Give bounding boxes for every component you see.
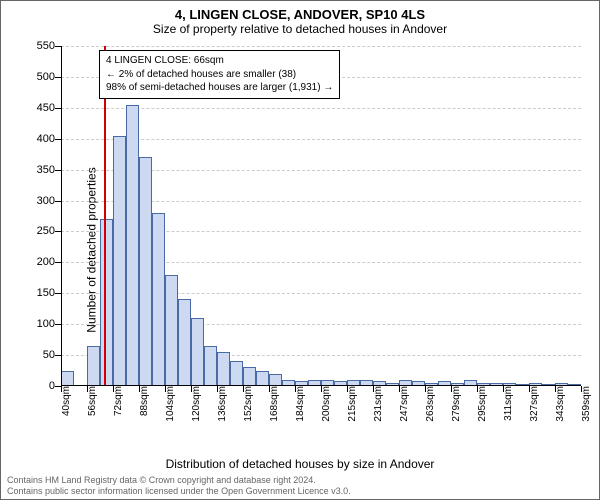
xtick-label: 72sqm	[113, 386, 124, 416]
xtick-label: 263sqm	[425, 386, 436, 422]
xtick-label: 215sqm	[347, 386, 358, 422]
ytick-label: 400	[37, 133, 61, 145]
chart-title: 4, LINGEN CLOSE, ANDOVER, SP10 4LS	[1, 1, 599, 22]
chart-container: 4, LINGEN CLOSE, ANDOVER, SP10 4LS Size …	[0, 0, 600, 500]
x-axis-label: Distribution of detached houses by size …	[1, 457, 599, 471]
xtick-label: 311sqm	[503, 386, 514, 421]
xtick-label: 168sqm	[269, 386, 280, 422]
xtick-label: 279sqm	[451, 386, 462, 422]
footer-line-1: Contains HM Land Registry data © Crown c…	[7, 475, 351, 486]
xtick-label: 56sqm	[87, 386, 98, 416]
xtick-label: 104sqm	[165, 386, 176, 422]
ytick-label: 250	[37, 225, 61, 237]
ytick-label: 150	[37, 287, 61, 299]
annotation-line-1: 4 LINGEN CLOSE: 66sqm	[106, 54, 333, 68]
xtick-label: 120sqm	[191, 386, 202, 422]
xtick-label: 200sqm	[321, 386, 332, 422]
ytick-label: 50	[43, 349, 61, 361]
plot-area: 050100150200250300350400450500550 40sqm5…	[61, 46, 581, 386]
ytick-label: 300	[37, 195, 61, 207]
xtick-label: 231sqm	[373, 386, 384, 422]
xtick-label: 40sqm	[61, 386, 72, 416]
ytick-label: 100	[37, 318, 61, 330]
ytick-label: 450	[37, 102, 61, 114]
footer-attribution: Contains HM Land Registry data © Crown c…	[7, 475, 351, 497]
xtick-label: 136sqm	[217, 386, 228, 422]
annotation-box: 4 LINGEN CLOSE: 66sqm ← 2% of detached h…	[99, 50, 340, 99]
xtick-label: 359sqm	[581, 386, 592, 422]
ytick-label: 200	[37, 256, 61, 268]
footer-line-2: Contains public sector information licen…	[7, 486, 351, 497]
xtick-label: 295sqm	[477, 386, 488, 422]
xtick-label: 247sqm	[399, 386, 410, 422]
chart-subtitle: Size of property relative to detached ho…	[1, 22, 599, 40]
xtick-label: 184sqm	[295, 386, 306, 422]
xtick-label: 327sqm	[529, 386, 540, 422]
xtick-label: 152sqm	[243, 386, 254, 422]
xtick-label: 88sqm	[139, 386, 150, 416]
annotation-line-2: ← 2% of detached houses are smaller (38)	[106, 68, 333, 82]
ytick-label: 500	[37, 71, 61, 83]
annotation-line-3: 98% of semi-detached houses are larger (…	[106, 81, 333, 95]
xtick-label: 343sqm	[555, 386, 566, 422]
ytick-label: 350	[37, 164, 61, 176]
ytick-label: 0	[49, 380, 61, 392]
ytick-label: 550	[37, 40, 61, 52]
